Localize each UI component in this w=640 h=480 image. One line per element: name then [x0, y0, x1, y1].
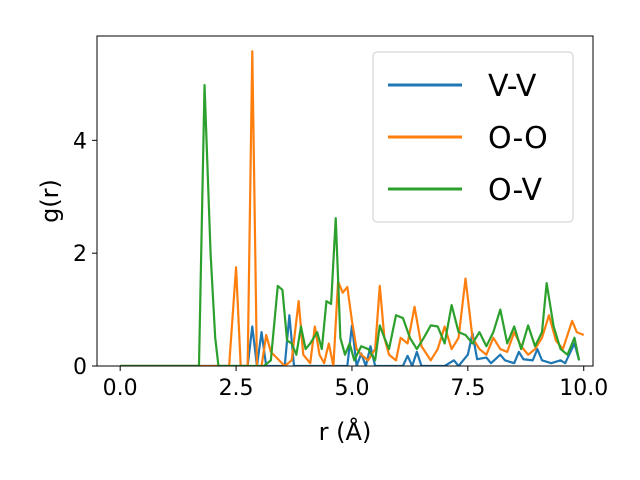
- x-axis-label: r (Å): [319, 417, 372, 446]
- x-tick-label: 5.0: [334, 376, 369, 401]
- y-axis: 0 2 4: [73, 129, 97, 380]
- y-tick-label: 0: [73, 355, 87, 380]
- x-tick-label: 10.0: [559, 376, 608, 401]
- legend: V-V O-O O-V: [372, 51, 574, 223]
- legend-label-o-v: O-V: [488, 173, 543, 208]
- legend-frame: [372, 51, 574, 223]
- x-tick-label: 0.0: [103, 376, 138, 401]
- legend-label-o-o: O-O: [488, 121, 548, 156]
- y-tick-label: 2: [73, 242, 87, 267]
- series-layer: [120, 50, 585, 366]
- series-line-v-v: [120, 314, 581, 366]
- plot-frame: [96, 35, 594, 367]
- x-axis: 0.0 2.5 5.0 7.5 10.0: [103, 366, 608, 401]
- x-tick-label: 2.5: [219, 376, 254, 401]
- y-tick-label: 4: [73, 129, 87, 154]
- legend-label-v-v: V-V: [488, 69, 537, 104]
- series-line-o-v: [120, 83, 581, 366]
- x-tick-label: 7.5: [450, 376, 485, 401]
- y-axis-label: g(r): [36, 179, 64, 223]
